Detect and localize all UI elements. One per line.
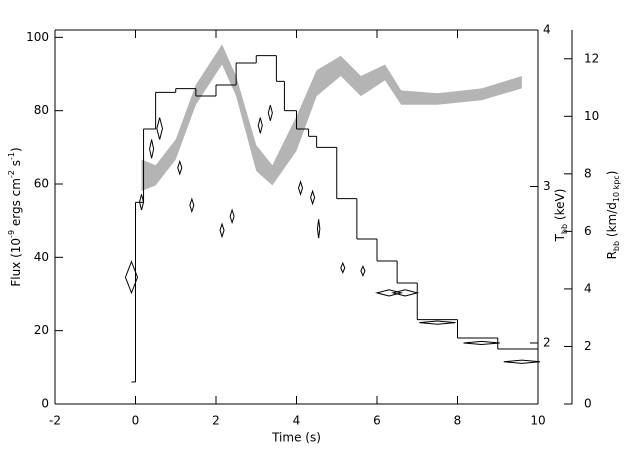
diamond (149, 139, 155, 159)
axis-label-part: ) (9, 147, 23, 152)
diamond (229, 208, 235, 225)
diamond (219, 222, 225, 239)
y-tick-label: 60 (34, 177, 49, 191)
axis-label-part: ergs cm (9, 178, 23, 230)
axis-label-part: (keV) (553, 189, 567, 224)
axis-label-part: Flux (10 (9, 238, 23, 287)
diamond (310, 189, 316, 206)
y3-tick-label: 0 (584, 397, 592, 411)
x-tick-label: 8 (454, 414, 462, 428)
x-tick-label: 0 (132, 414, 140, 428)
y3-tick-label: 12 (584, 51, 599, 65)
x-tick-label: 2 (212, 414, 220, 428)
x-tick-label: 6 (373, 414, 381, 428)
diamond (419, 320, 456, 325)
diamond (375, 289, 404, 297)
diamond (391, 289, 420, 297)
axis-label-part: 10 kpc (612, 175, 621, 202)
diamond (189, 197, 195, 214)
diamond (124, 260, 139, 295)
x-tick-label: -2 (49, 414, 61, 428)
diamond (463, 340, 500, 346)
x-tick-label: 10 (530, 414, 545, 428)
y2-tick-label: 4 (543, 23, 551, 37)
diamond (177, 159, 183, 176)
axis-label-part: -2 (7, 170, 16, 178)
y2-tick-label: 2 (543, 335, 551, 349)
y3-tick-label: 2 (584, 339, 592, 353)
diamond (297, 180, 304, 196)
diamond (340, 261, 346, 274)
axis-label-part: bb (612, 241, 621, 251)
diamond (267, 104, 273, 121)
y-tick-label: 0 (41, 397, 49, 411)
y-tick-label: 40 (34, 250, 49, 264)
y3-tick-label: 6 (584, 224, 592, 238)
diamond (139, 194, 145, 211)
axis-label-part: bb (560, 224, 569, 234)
y3-tick-label: 8 (584, 166, 592, 180)
y-tick-label: 80 (34, 103, 49, 117)
axis-label: Flux (10-9 ergs cm-2 s-1) (7, 147, 23, 286)
x-axis-label: Time (s) (271, 431, 321, 445)
x-tick-label: 4 (293, 414, 301, 428)
axis-label-part: -9 (7, 230, 16, 238)
y2-tick-label: 3 (543, 179, 551, 193)
axis-label-part: ) (605, 171, 619, 176)
axis-label-part: T (553, 233, 567, 242)
axis-label: Rbb (km/d10 kpc) (605, 171, 621, 260)
diamond (156, 117, 163, 140)
axis-label-part: (km/d (605, 202, 619, 241)
diamond (360, 265, 366, 277)
y3-tick-label: 4 (584, 281, 592, 295)
axis-label-part: R (605, 251, 619, 259)
diamond (257, 117, 263, 134)
y3-tick-label: 10 (584, 109, 599, 123)
axis-label-part: s (9, 160, 23, 170)
axis-label: Tbb (keV) (553, 189, 569, 243)
axis-label-part: -1 (7, 152, 16, 160)
diamond (503, 359, 541, 364)
band (141, 44, 522, 192)
y-tick-label: 20 (34, 323, 49, 337)
y-tick-label: 100 (26, 30, 49, 44)
diamond (316, 219, 321, 239)
